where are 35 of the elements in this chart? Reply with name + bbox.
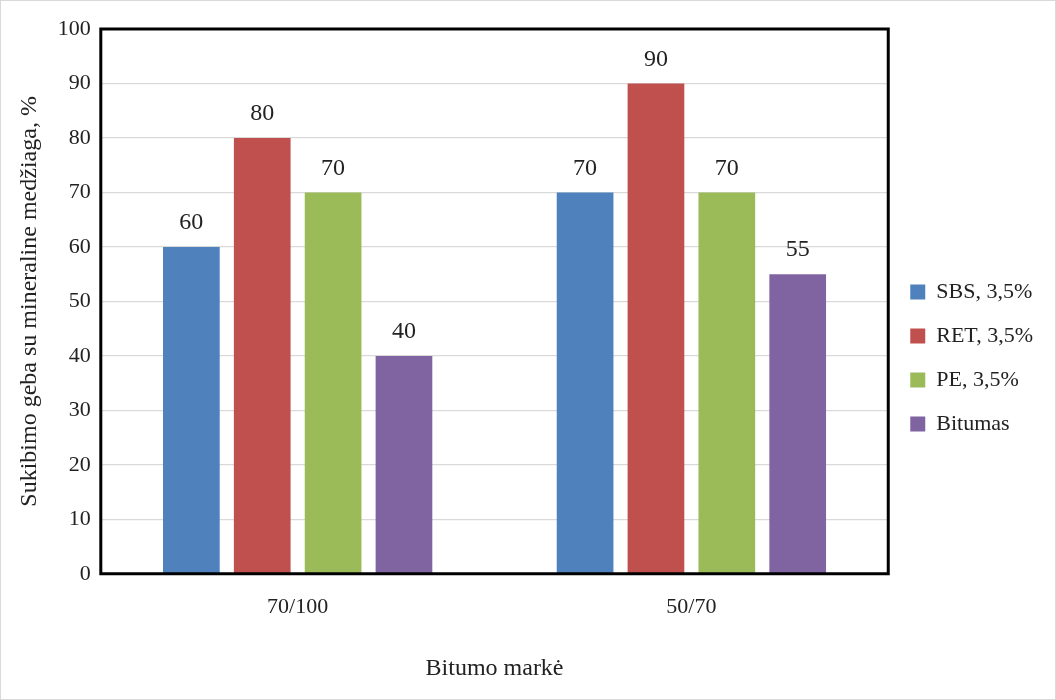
y-tick-label: 80 — [68, 123, 91, 149]
y-tick-label: 60 — [68, 232, 91, 258]
y-tick-label: 30 — [68, 396, 91, 422]
data-label: 80 — [250, 99, 275, 126]
y-tick-label: 10 — [68, 505, 91, 531]
bar — [304, 192, 362, 574]
y-tick-label: 90 — [68, 69, 91, 95]
data-label: 60 — [179, 208, 204, 235]
legend-label: Bitumas — [936, 409, 1010, 435]
y-tick-label: 100 — [57, 14, 91, 40]
y-tick-label: 20 — [68, 450, 91, 476]
data-label: 70 — [714, 153, 739, 180]
y-tick-label: 40 — [68, 341, 91, 367]
y-tick-label: 70 — [68, 178, 91, 204]
bar — [698, 192, 756, 574]
bar — [627, 83, 685, 574]
data-label: 55 — [785, 235, 810, 262]
x-axis-title: Bitumo markė — [425, 653, 564, 680]
bar — [556, 192, 614, 574]
y-tick-label: 0 — [79, 559, 91, 585]
data-label: 70 — [573, 153, 598, 180]
legend-label: SBS, 3,5% — [936, 277, 1033, 303]
data-label: 40 — [391, 317, 416, 344]
bar — [163, 246, 220, 574]
data-label: 90 — [643, 44, 668, 71]
bar — [375, 355, 433, 574]
y-tick-label: 50 — [68, 287, 91, 313]
data-label: 70 — [321, 153, 346, 180]
legend-label: RET, 3,5% — [936, 321, 1034, 347]
y-axis-title: Sukibimo geba su mineraline medžiaga, % — [14, 96, 41, 507]
bar — [233, 137, 291, 574]
legend-label: PE, 3,5% — [936, 365, 1019, 391]
x-tick-label: 50/70 — [666, 592, 717, 618]
x-tick-label: 70/100 — [267, 592, 329, 618]
bar — [769, 274, 827, 574]
